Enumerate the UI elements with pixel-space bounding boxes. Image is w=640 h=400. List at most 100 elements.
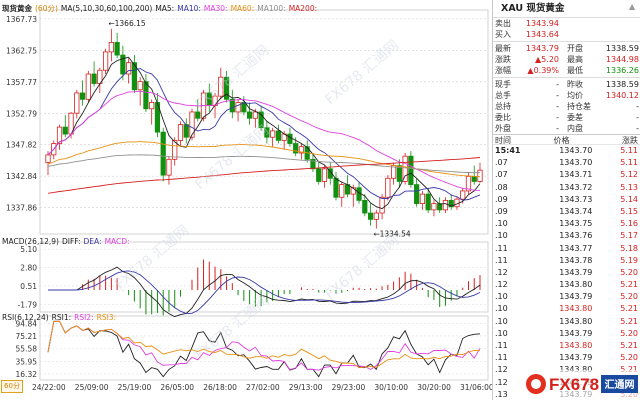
candle-body-15 [131, 62, 137, 91]
candle-body-61 [396, 165, 402, 182]
candle-body-18 [149, 102, 155, 110]
panel-frame-0 [39, 9, 489, 235]
panel-frame-1 [39, 241, 489, 313]
tick-price: 1343.79 [559, 292, 593, 302]
candle-body-0 [45, 154, 51, 163]
candle-body-42 [287, 133, 293, 144]
panel-frame-2 [39, 315, 489, 381]
rsi-items: RSI1: RSI2: RSI3: [52, 313, 119, 322]
time-label-8: 30/10:00 [374, 383, 409, 392]
candle-body-51 [339, 184, 345, 198]
quote-lab2-9: 内盘 [567, 124, 583, 133]
quote-row-3: 涨跌 ▲5.20 最高 1344.98 [493, 54, 640, 65]
svg-text:FX678: FX678 [549, 375, 599, 394]
quote-val-1: 1343.64 [525, 30, 559, 39]
tick-row: .10 1343.76 5.17 [493, 230, 640, 242]
tick-price: 1343.78 [559, 255, 593, 265]
tick-time: .08 [495, 182, 508, 192]
candle-body-10 [103, 51, 109, 71]
tick-row: .11 1343.80 5.21 [493, 340, 640, 352]
candle-body-58 [379, 196, 385, 214]
tick-price: 1343.72 [559, 182, 593, 192]
tick-price: 1343.70 [559, 158, 593, 168]
candle-body-38 [264, 127, 270, 138]
quote-lab-2: 最新 [495, 44, 511, 53]
time-label-1: 25/09:00 [74, 383, 109, 392]
quote-row-7: 总持 - 持仓差 - [493, 101, 640, 112]
quote-lab2-5: 昨收 [567, 80, 583, 89]
tick-time: .09 [495, 206, 508, 216]
quote-lab2-7: 持仓差 [567, 102, 591, 111]
rsi-legend-0: RSI1: [51, 313, 72, 322]
time-label-9: 30/20:00 [417, 383, 451, 392]
candle-body-33 [235, 102, 241, 113]
candle-body-5 [74, 92, 80, 114]
quote-val2-6: 1340.12 [605, 91, 639, 100]
candle-body-23 [177, 124, 184, 141]
quote-val-5: - [556, 80, 559, 89]
quote-row-4: 涨幅 ▲0.39% 最低 1336.26 [493, 65, 640, 76]
kline-chart-area[interactable]: 1367.73 1362.75 1357.77 1352.79 1347.82 1342.… [0, 0, 494, 400]
candle-body-20 [160, 131, 166, 176]
ma-line-MA5 [47, 56, 481, 210]
tick-row: .12 1343.80 5.21 [493, 279, 640, 291]
candle-body-22 [172, 139, 178, 160]
tick-row: .10 1343.80 5.21 [493, 303, 640, 315]
candle-body-40 [275, 130, 282, 141]
candle-body-70 [448, 200, 454, 208]
quote-row-6: 总手 - 均价 1340.12 [493, 90, 640, 101]
candle-body-73 [465, 175, 472, 192]
tick-row: .12 1343.79 5.20 [493, 267, 640, 279]
candle-body-53 [350, 187, 356, 195]
candle-body-26 [195, 111, 201, 119]
candle-body-21 [166, 158, 172, 176]
tick-row: .10 1343.75 5.16 [493, 218, 640, 230]
macd-tick-1: 2.80 [20, 264, 37, 273]
tick-time: .11 [495, 341, 508, 350]
quote-row-0: 卖出 1343.94 [493, 18, 640, 29]
quote-separator [493, 77, 640, 78]
ma-legend-5: MA200: [288, 4, 318, 13]
scroll-up-icon[interactable]: ▲ [629, 2, 636, 11]
candle-body-31 [223, 76, 230, 100]
tick-time: .12 [495, 377, 508, 387]
quote-val-6: - [556, 91, 559, 100]
quote-lab-0: 卖出 [495, 19, 511, 28]
ma-line-MA100 [47, 154, 480, 174]
tick-price: 1343.71 [559, 170, 593, 180]
candle-body-43 [293, 143, 299, 154]
tick-chg: 5.18 [620, 243, 638, 253]
period-selector[interactable]: 60分 [1, 380, 23, 393]
tick-time: .11 [495, 243, 508, 253]
macd-diff-line [48, 266, 481, 318]
tick-row: .11 1343.77 5.18 [493, 243, 640, 255]
tick-time: .07 [495, 158, 508, 168]
candle-body-6 [79, 92, 86, 100]
macd-tick-2: 0.51 [20, 282, 37, 291]
price-tick-3: 1352.79 [6, 109, 37, 118]
candle-body-7 [85, 73, 91, 100]
candle-body-64 [414, 184, 420, 204]
tick-chg: 5.20 [620, 292, 638, 302]
quote-val2-7: - [636, 102, 639, 111]
candle-body-32 [229, 98, 235, 113]
tick-chg: 5.11 [620, 146, 638, 155]
quote-lab-9: 外盘 [495, 124, 511, 133]
watermark-5: FX678 汇通网 [192, 292, 272, 363]
tick-time: .10 [495, 328, 508, 338]
watermark-4: FX678 汇通网 [322, 232, 402, 303]
candle-body-63 [408, 155, 414, 186]
quote-val2-3: 1344.98 [605, 55, 639, 64]
ma-line-MA30 [47, 90, 481, 192]
tick-price: 1343.74 [559, 206, 593, 216]
tick-list[interactable]: 15:41 1343.70 5.11 .07 1343.70 5.11 .07 1343.71… [493, 145, 640, 400]
watermark-3: FX678 汇通网 [112, 222, 192, 293]
tick-row: .07 1343.70 5.11 [493, 157, 640, 169]
candle-body-46 [310, 158, 316, 170]
kline-chart-svg[interactable]: 1367.73 1362.75 1357.77 1352.79 1347.82 1342.… [0, 0, 490, 400]
tick-row: .11 1343.79 5.20 [493, 352, 640, 364]
ma-line-MA10 [47, 68, 481, 201]
tick-price: 1343.80 [559, 280, 593, 290]
candle-body-3 [62, 126, 68, 135]
macd-dea-line [48, 270, 481, 315]
